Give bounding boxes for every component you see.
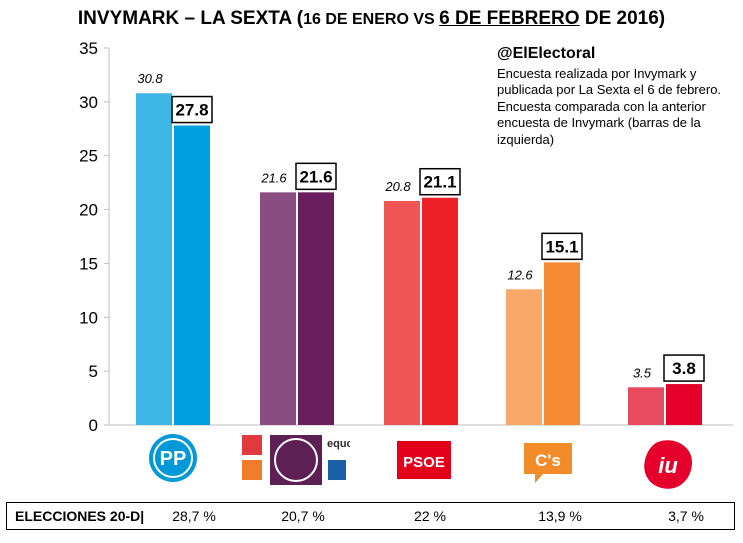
- podemos-logo: equo: [240, 432, 350, 488]
- value-label-new: 3.8: [672, 359, 696, 378]
- svg-text:PSOE: PSOE: [403, 454, 445, 471]
- note-line-1: Encuesta realizada por Invymark y public…: [497, 65, 722, 98]
- value-label-old: 3.5: [633, 365, 652, 380]
- election-results-row: ELECCIONES 20-D| 28,7 % 20,7 % 22 % 13,9…: [6, 502, 735, 530]
- note-box: @ElElectoral Encuesta realizada por Invy…: [497, 45, 737, 148]
- note-handle: @ElElectoral: [497, 45, 596, 62]
- svg-text:equo: equo: [327, 438, 350, 450]
- value-label-box: [541, 232, 583, 261]
- cs-logo: C's: [521, 440, 575, 486]
- value-label-box: [295, 162, 337, 191]
- bar-new-4: [666, 384, 702, 425]
- election-result-psoe: 22 %: [414, 508, 446, 524]
- value-label-old: 20.8: [384, 179, 411, 194]
- bar-old-4: [628, 387, 664, 425]
- election-result-pp: 28,7 %: [172, 508, 216, 524]
- y-tick-label: 10: [79, 308, 98, 327]
- bar-old-0: [136, 93, 172, 426]
- bar-new-0: [174, 125, 210, 425]
- chart-title: INVYMARK – LA SEXTA (16 DE ENERO VS 6 DE…: [0, 8, 743, 30]
- value-label-box: [171, 95, 213, 124]
- bar-new-2: [422, 197, 458, 425]
- election-result-iu: 3,7 %: [668, 508, 704, 524]
- y-tick-label: 20: [79, 201, 98, 220]
- title-date-new: 6 DE FEBRERO: [439, 8, 580, 29]
- value-label-old: 30.8: [137, 71, 163, 86]
- y-tick-label: 35: [79, 39, 98, 58]
- bar-old-2: [384, 200, 420, 425]
- title-main: INVYMARK – LA SEXTA (: [77, 8, 304, 29]
- pp-logo: PP: [147, 432, 199, 484]
- value-label-box: [419, 167, 461, 196]
- election-results-label: ELECCIONES 20-D|: [15, 508, 145, 524]
- svg-text:PP: PP: [160, 448, 187, 470]
- y-tick-label: 0: [89, 416, 98, 435]
- iu-logo: iu: [640, 436, 696, 494]
- value-label-box: [663, 354, 705, 382]
- value-label-new: 27.8: [175, 101, 208, 120]
- election-result-cs: 13,9 %: [538, 508, 582, 524]
- y-tick-label: 25: [79, 147, 98, 166]
- election-result-podemos: 20,7 %: [281, 508, 325, 524]
- bar-new-3: [544, 262, 580, 425]
- title-date-old: 16 DE ENERO VS: [303, 11, 440, 28]
- svg-text:iu: iu: [658, 453, 678, 478]
- value-label-new: 15.1: [545, 237, 578, 256]
- svg-text:C's: C's: [535, 451, 561, 470]
- bar-new-1: [298, 192, 334, 425]
- bar-old-3: [506, 289, 542, 425]
- y-tick-label: 15: [79, 254, 98, 273]
- bar-old-1: [260, 192, 296, 425]
- value-label-new: 21.1: [423, 173, 456, 192]
- y-tick-label: 30: [79, 93, 98, 112]
- psoe-logo: PSOE: [396, 440, 452, 480]
- note-line-2: Encuesta comparada con la anterior encue…: [497, 98, 706, 147]
- y-tick-label: 5: [89, 362, 98, 381]
- value-label-new: 21.6: [299, 167, 332, 186]
- value-label-old: 21.6: [260, 170, 287, 185]
- value-label-old: 12.6: [507, 267, 533, 282]
- title-year: DE 2016): [579, 8, 666, 29]
